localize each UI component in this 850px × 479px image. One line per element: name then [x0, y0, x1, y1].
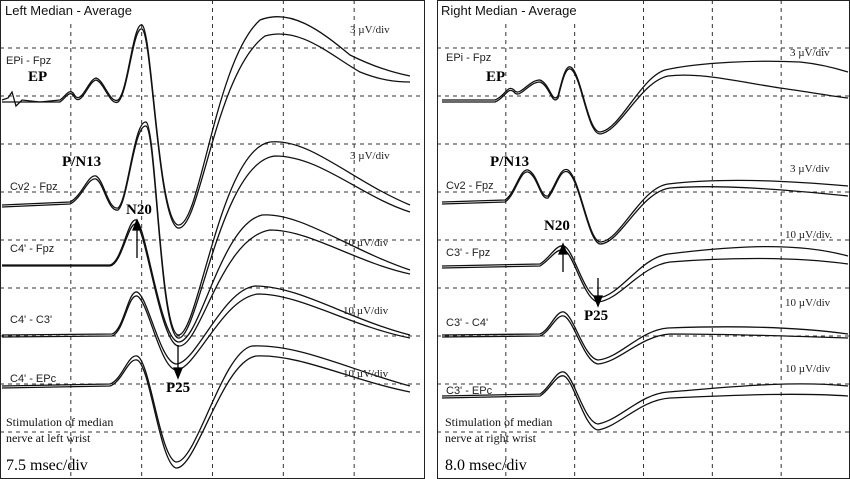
waveform — [441, 371, 849, 425]
channel-label: EPi - Fpz — [446, 52, 491, 64]
waveform — [442, 60, 849, 133]
stimulation-text: Stimulation of median — [445, 415, 552, 429]
channel-label: C4' - C3' — [10, 314, 52, 326]
waveform — [1, 345, 411, 463]
scale-label: 10 µV/div — [343, 368, 389, 380]
scale-label: 10 µV/div — [785, 363, 831, 375]
waveform — [441, 249, 849, 303]
channel-label: EPi - Fpz — [6, 55, 51, 67]
arrow-head — [132, 218, 142, 231]
channel-label: C3' - EPc — [446, 385, 493, 397]
scale-label: 10 µV/div — [343, 237, 389, 249]
scale-label: 3 µV/div — [790, 163, 830, 175]
peak-label: P25 — [166, 380, 190, 396]
scale-label: 10 µV/div. — [785, 229, 832, 241]
waveform — [1, 293, 411, 371]
panel-title: Left Median - Average — [5, 3, 132, 18]
waveform — [2, 28, 411, 229]
arrow-head — [593, 295, 603, 308]
waveform — [441, 245, 849, 299]
title-box — [1, 1, 157, 20]
timebase: 7.5 msec/div — [6, 457, 88, 474]
scale-label: 3 µV/div — [350, 150, 390, 162]
peak-label: N20 — [126, 202, 152, 218]
channel-label: C4' - EPc — [10, 373, 57, 385]
peak-label: EP — [486, 69, 505, 85]
arrow-head — [558, 242, 568, 255]
waveform — [1, 125, 411, 339]
channel-label: C3' - Fpz — [446, 247, 490, 259]
waveform — [1, 285, 411, 365]
waveform — [442, 68, 849, 135]
peak-label: EP — [28, 69, 47, 85]
waveform — [441, 375, 849, 431]
arrows — [132, 218, 603, 380]
right-waves — [441, 60, 849, 431]
channel-label: C3' - C4' — [446, 317, 488, 329]
scale-label: 10 µV/div — [343, 305, 389, 317]
scale-label: 3 µV/div — [790, 47, 830, 59]
channel-label: C4' - Fpz — [10, 243, 54, 255]
waveform — [1, 15, 411, 226]
title-box — [438, 1, 604, 20]
scale-label: 10 µV/div — [785, 297, 831, 309]
timebase: 8.0 msec/div — [445, 457, 527, 474]
stimulation-text: nerve at right wrist — [445, 431, 537, 445]
arrow-head — [173, 367, 183, 380]
scale-label: 3 µV/div — [350, 24, 390, 36]
channel-label: Cv2 - Fpz — [10, 181, 58, 193]
channel-label: Cv2 - Fpz — [446, 180, 494, 192]
waveform — [1, 355, 411, 469]
peak-label: P25 — [584, 308, 608, 324]
waveform — [441, 315, 849, 365]
peak-label: P/N13 — [62, 154, 101, 170]
peak-label: N20 — [544, 218, 570, 234]
peak-label: P/N13 — [490, 154, 529, 170]
panel-title: Right Median - Average — [441, 3, 577, 18]
waveform — [441, 311, 849, 361]
stimulation-text: Stimulation of median — [6, 415, 113, 429]
stimulation-text: nerve at left wrist — [6, 431, 91, 445]
waveform — [441, 170, 849, 245]
waveform — [2, 214, 411, 343]
